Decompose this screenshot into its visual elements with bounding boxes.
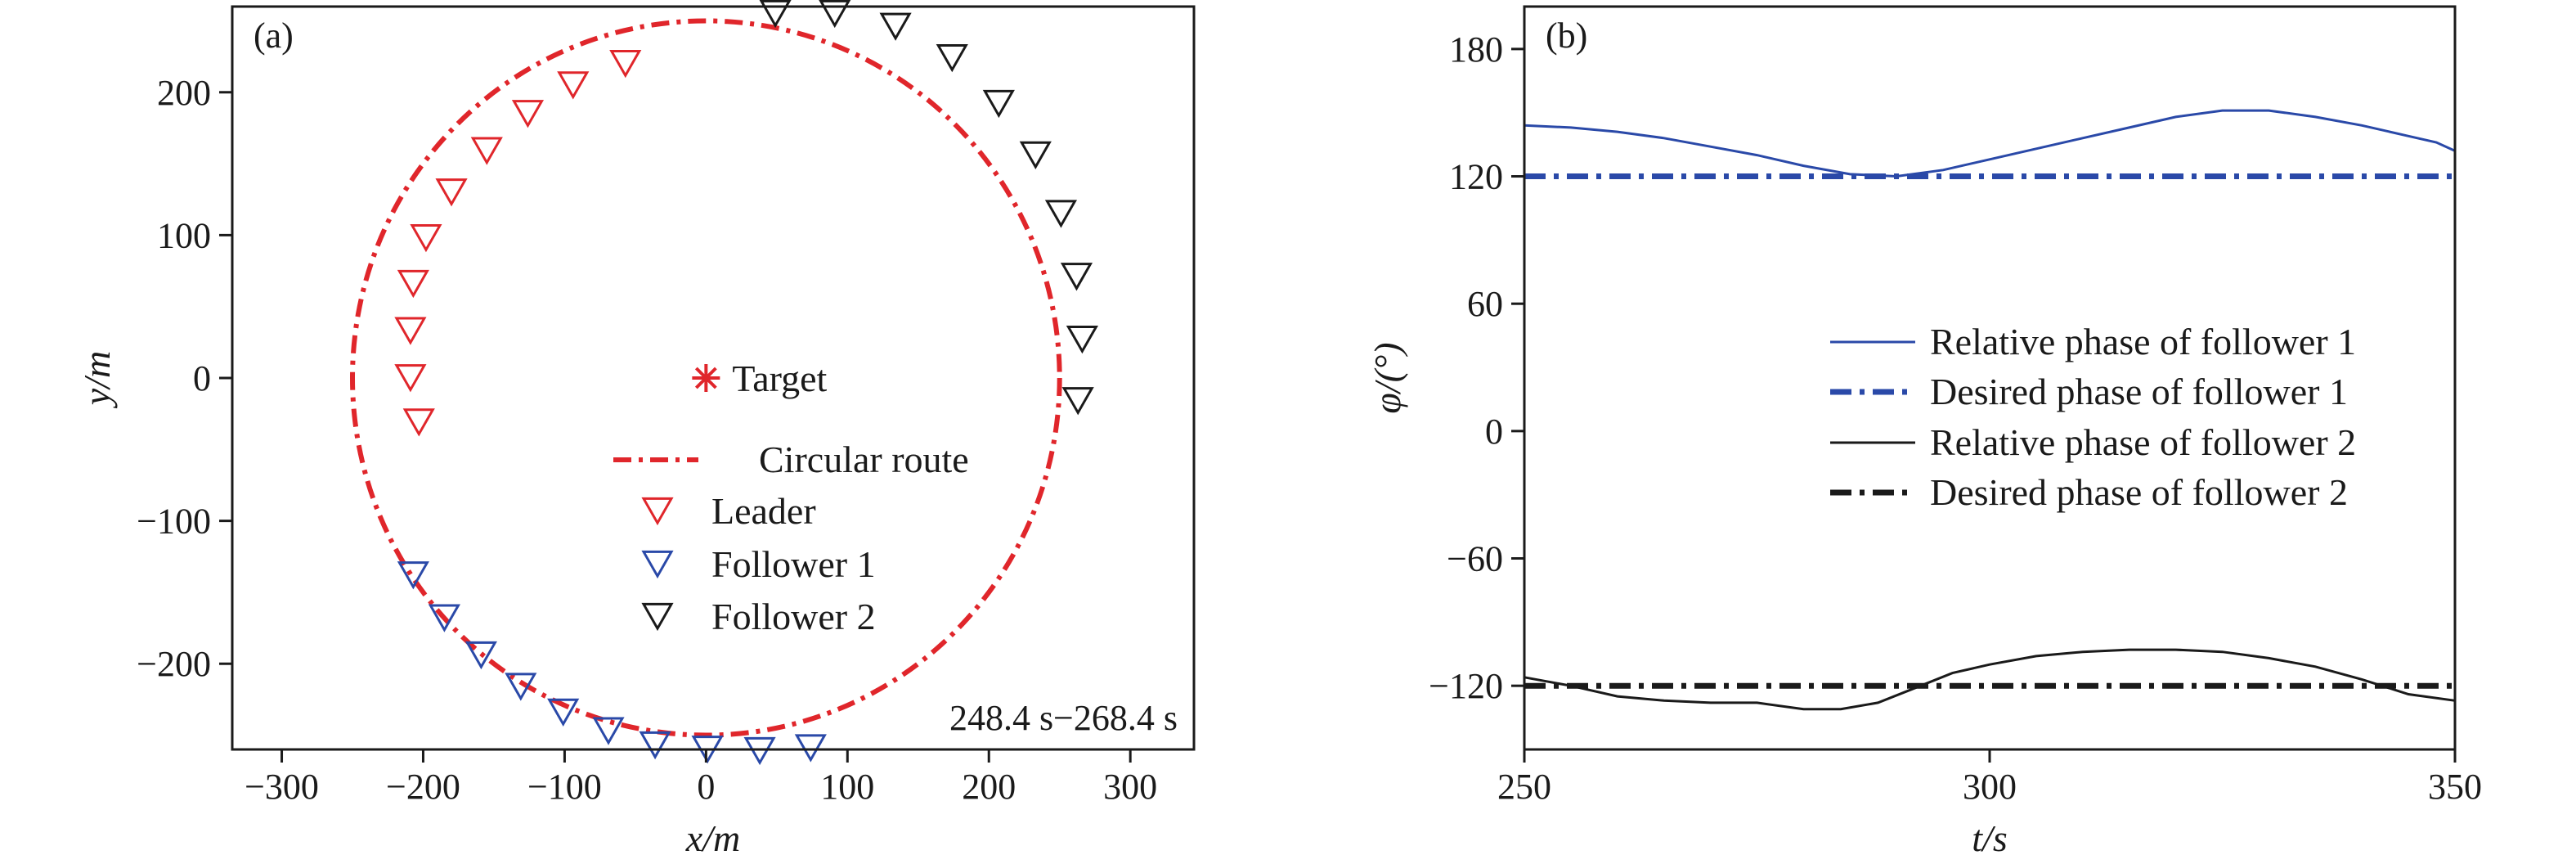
y-tick-label: −100 xyxy=(137,502,211,542)
follower-1-marker xyxy=(547,698,580,727)
x-tick-label: 200 xyxy=(962,767,1016,807)
follower-2-marker xyxy=(879,12,912,41)
panel-b-label: (b) xyxy=(1546,16,1587,56)
follower-1-marker xyxy=(592,717,625,745)
legend-relative-phase-of-follower-2-label: Relative phase of follower 2 xyxy=(1930,421,2356,463)
target-marker xyxy=(692,364,720,392)
follower-1-marker xyxy=(464,641,497,670)
panel-a-legend: Circular route Leader Follower 1 Follower 2 xyxy=(613,439,969,637)
follower-2-marker xyxy=(1061,387,1094,416)
legend-desired-phase-of-follower-2-label: Desired phase of follower 2 xyxy=(1930,471,2348,513)
leader-marker xyxy=(511,100,545,128)
follower-1-marker xyxy=(794,734,827,763)
panel-b-y-axis-label: φ/(°) xyxy=(1367,342,1408,413)
follower-2-marker xyxy=(759,0,792,29)
x-tick-label: 250 xyxy=(1497,767,1551,807)
legend-leader-swatch xyxy=(641,497,674,526)
relative-phase-of-follower-2-line xyxy=(1524,648,2456,711)
x-tick-label: −200 xyxy=(386,767,460,807)
panel-a-label: (a) xyxy=(254,16,294,56)
follower-2-marker xyxy=(982,89,1015,119)
relative-phase-of-follower-1-line xyxy=(1524,109,2456,178)
x-tick-label: 300 xyxy=(1103,767,1157,807)
legend-relative-phase-of-follower-1-label: Relative phase of follower 1 xyxy=(1930,321,2356,362)
panel-a-time-window-annotation: 248.4 s−268.4 s xyxy=(949,698,1178,738)
y-tick-label: −200 xyxy=(137,644,211,684)
y-tick-label: 120 xyxy=(1449,157,1503,197)
leader-series xyxy=(394,50,642,437)
x-tick-label: 350 xyxy=(2428,767,2482,807)
panel-a-trajectory-chart: Target −300 −200 −100 0 100 200 300 −200 −100 0 10… xyxy=(76,0,1196,859)
y-tick-label: 0 xyxy=(1485,412,1503,452)
legend-follower-1-label: Follower 1 xyxy=(711,543,876,585)
follower-2-series xyxy=(759,0,1098,416)
follower-1-marker xyxy=(639,731,671,760)
leader-marker xyxy=(410,224,442,253)
legend-desired-phase-of-follower-1-label: Desired phase of follower 1 xyxy=(1930,371,2348,412)
y-tick-label: 180 xyxy=(1449,29,1503,70)
y-tick-label: 100 xyxy=(157,215,211,255)
y-tick-label: 60 xyxy=(1467,284,1503,324)
panel-a-y-axis-label: y/m xyxy=(76,351,118,408)
panel-b-x-axis-label: t/s xyxy=(1972,817,2007,859)
x-tick-label: 300 xyxy=(1963,767,2017,807)
follower-2-marker xyxy=(936,44,968,73)
follower-2-marker xyxy=(819,0,851,29)
leader-marker xyxy=(394,364,427,393)
x-tick-label: −300 xyxy=(245,767,319,807)
legend-follower-2-swatch xyxy=(641,602,674,632)
legend-follower-1-swatch xyxy=(641,550,674,579)
leader-marker xyxy=(435,178,468,207)
circular-route-line xyxy=(350,18,1062,738)
follower-1-marker xyxy=(428,604,460,632)
panel-a-axis-ticks: −300 −200 −100 0 100 200 300 −200 −100 0 100 200 xyxy=(137,73,1157,807)
y-tick-label: 200 xyxy=(157,73,211,113)
panel-b-legend: Relative phase of follower 1 Desired phas… xyxy=(1830,321,2356,513)
leader-marker xyxy=(470,137,503,165)
panel-b-marks xyxy=(1524,109,2456,711)
follower-1-series xyxy=(397,561,827,766)
x-tick-label: 100 xyxy=(820,767,874,807)
x-tick-label: −100 xyxy=(527,767,602,807)
y-tick-label: −60 xyxy=(1447,539,1503,579)
legend-circular-route-label: Circular route xyxy=(759,439,969,480)
leader-marker xyxy=(397,269,429,299)
y-tick-label: 0 xyxy=(193,358,211,398)
legend-leader-label: Leader xyxy=(711,490,816,532)
target-label: Target xyxy=(732,358,827,399)
follower-2-marker xyxy=(1060,263,1093,291)
follower-1-marker xyxy=(397,561,429,590)
y-tick-label: −120 xyxy=(1429,666,1503,706)
leader-marker xyxy=(402,408,435,437)
follower-2-marker xyxy=(1066,326,1098,354)
panel-a-x-axis-label: x/m xyxy=(685,817,740,859)
target-marker-stroke xyxy=(694,367,717,389)
leader-marker xyxy=(557,71,590,100)
follower-1-marker xyxy=(505,673,537,701)
follower-2-marker xyxy=(1044,200,1078,228)
leader-marker xyxy=(609,50,642,79)
follower-2-marker xyxy=(1019,141,1052,170)
leader-marker xyxy=(394,317,427,345)
panel-b-axis-ticks: 250 300 350 −120 −60 0 60 120 180 xyxy=(1429,29,2482,807)
panel-a-marks: Target xyxy=(350,0,1098,766)
x-tick-label: 0 xyxy=(697,767,715,807)
legend-follower-2-label: Follower 2 xyxy=(711,596,876,637)
